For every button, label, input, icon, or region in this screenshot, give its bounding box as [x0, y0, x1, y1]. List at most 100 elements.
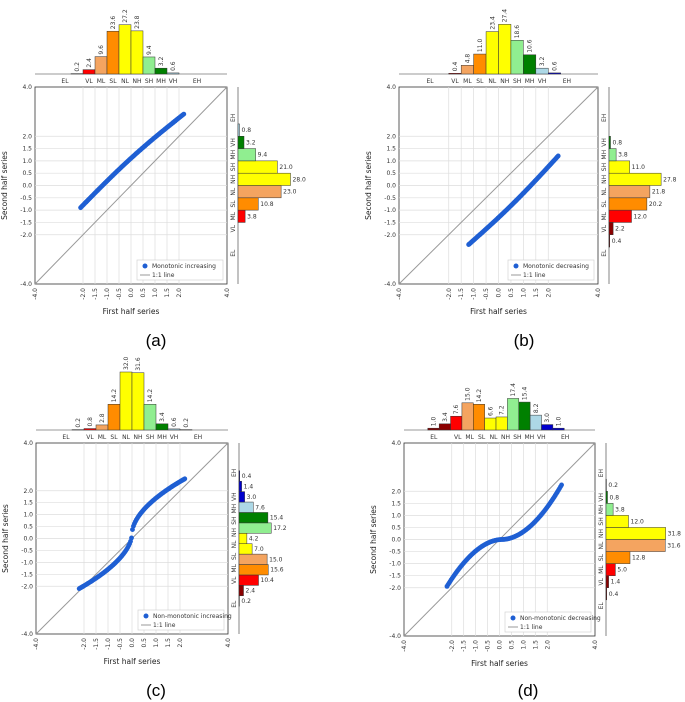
right-hist-bar [608, 209, 632, 223]
top-hist-value: 23.8 [134, 15, 141, 29]
right-hist-bar [605, 575, 609, 588]
top-hist-value: 0.2 [74, 62, 81, 72]
category-label: EL [601, 249, 608, 257]
top-hist-value: 2.4 [86, 58, 93, 68]
y-tick-label: -4.0 [20, 281, 32, 288]
legend-label: Non-monotonic increasing [153, 613, 232, 620]
y-tick-label: -4.0 [384, 281, 396, 288]
category-label: MH [598, 504, 605, 514]
top-hist-bar [130, 30, 144, 75]
top-hist-bar [552, 427, 565, 431]
category-label: EL [231, 600, 238, 608]
top-hist-bar [518, 401, 531, 431]
x-tick-label: 4.0 [224, 288, 231, 298]
y-tick-label: -1.5 [21, 571, 33, 578]
category-label: VL [601, 224, 608, 232]
right-hist-bar [237, 209, 246, 223]
category-label: NL [490, 434, 498, 441]
right-hist-value: 7.6 [255, 504, 265, 511]
right-hist-value: 15.4 [270, 515, 284, 522]
y-tick-label: 0.0 [23, 536, 33, 543]
category-label: NL [488, 78, 496, 85]
x-tick-label: 1.0 [520, 640, 527, 650]
right-hist-value: 1.4 [244, 483, 254, 490]
top-hist-value: 7.6 [453, 405, 460, 415]
y-tick-label: -1.0 [389, 561, 401, 568]
top-hist-bar [510, 40, 524, 75]
right-hist-value: 1.4 [611, 579, 621, 586]
top-hist-bar [131, 372, 145, 431]
top-hist-bar [143, 404, 157, 431]
category-label: VH [598, 493, 605, 502]
category-label: NH [501, 434, 510, 441]
x-tick-label: -1.0 [473, 640, 480, 652]
top-hist-bar [94, 56, 108, 75]
right-hist-bar [237, 197, 259, 211]
top-hist-value: 3.4 [159, 412, 166, 422]
top-hist-value: 0.2 [75, 418, 82, 428]
top-hist-value: 3.4 [442, 412, 449, 422]
y-axis-label: Second half series [1, 504, 10, 573]
y-tick-label: -2.0 [20, 232, 32, 239]
x-tick-label: -4.0 [33, 638, 40, 650]
top-hist-bar [507, 398, 520, 431]
x-tick-label: 0.5 [508, 288, 515, 298]
right-hist-bar [608, 160, 630, 174]
category-label: VH [538, 78, 547, 85]
y-tick-label: 2.0 [23, 488, 33, 495]
category-label: ML [601, 211, 608, 220]
category-label: SH [230, 163, 237, 171]
top-hist-value: 14.2 [476, 389, 483, 403]
x-tick-label: 1.5 [533, 288, 540, 298]
x-tick-label: -1.5 [93, 638, 100, 650]
x-tick-label: 0.5 [141, 638, 148, 648]
top-hist-value: 4.8 [464, 54, 471, 64]
scatter-point [182, 476, 188, 482]
panel-caption: (d) [518, 681, 539, 700]
category-label: NL [231, 540, 238, 548]
panel-a: -4.0 -2.0 -1.5 -1.0 -0.5 0.0 0.5 1.0 1.5 2.0 4.0 4.… [0, 9, 306, 350]
legend-label: Monotonic decreasing [523, 263, 589, 270]
y-tick-label: -2.0 [389, 585, 401, 592]
category-label: VH [601, 138, 608, 147]
category-label: SH [146, 434, 154, 441]
right-hist-value: 31.6 [667, 543, 681, 550]
top-hist-bar [438, 423, 451, 431]
right-hist-bar [238, 522, 272, 534]
right-hist-value: 27.8 [663, 176, 677, 183]
x-tick-label: 1.0 [152, 288, 159, 298]
legend-marker [142, 263, 148, 269]
category-label: NH [601, 175, 608, 184]
top-hist-bar [118, 24, 132, 75]
y-tick-label: 1.5 [391, 500, 401, 507]
top-hist-value: 23.4 [489, 16, 496, 30]
scatter-point [555, 153, 561, 159]
x-tick-label: 0.5 [140, 288, 147, 298]
right-hist-bar [608, 136, 611, 149]
top-hist-bar [82, 69, 96, 75]
scatter-point [181, 111, 187, 117]
x-tick-label: -1.5 [458, 288, 465, 300]
x-tick-label: 0.0 [129, 638, 136, 648]
y-tick-label: 0.5 [23, 524, 33, 531]
right-hist-bar [238, 512, 269, 524]
right-hist-bar [237, 148, 256, 162]
top-hist-value: 11.0 [477, 39, 484, 53]
legend-box [507, 259, 595, 281]
top-hist-value: 10.6 [527, 39, 534, 53]
y-tick-label: -0.5 [389, 549, 401, 556]
y-tick-label: 0.5 [391, 524, 401, 531]
x-tick-label: 0.0 [497, 640, 504, 650]
category-label: NL [121, 78, 129, 85]
top-hist-value: 18.6 [514, 25, 521, 39]
category-label: VL [598, 577, 605, 585]
top-hist-value: 0.6 [171, 417, 178, 427]
y-tick-label: 4.0 [391, 440, 401, 447]
x-tick-label: 0.5 [508, 640, 515, 650]
right-hist-value: 3.8 [618, 152, 628, 159]
top-hist-bar [450, 415, 463, 431]
category-label: EH [230, 114, 237, 122]
x-tick-label: -4.0 [396, 288, 403, 300]
top-hist-bar [541, 424, 554, 431]
